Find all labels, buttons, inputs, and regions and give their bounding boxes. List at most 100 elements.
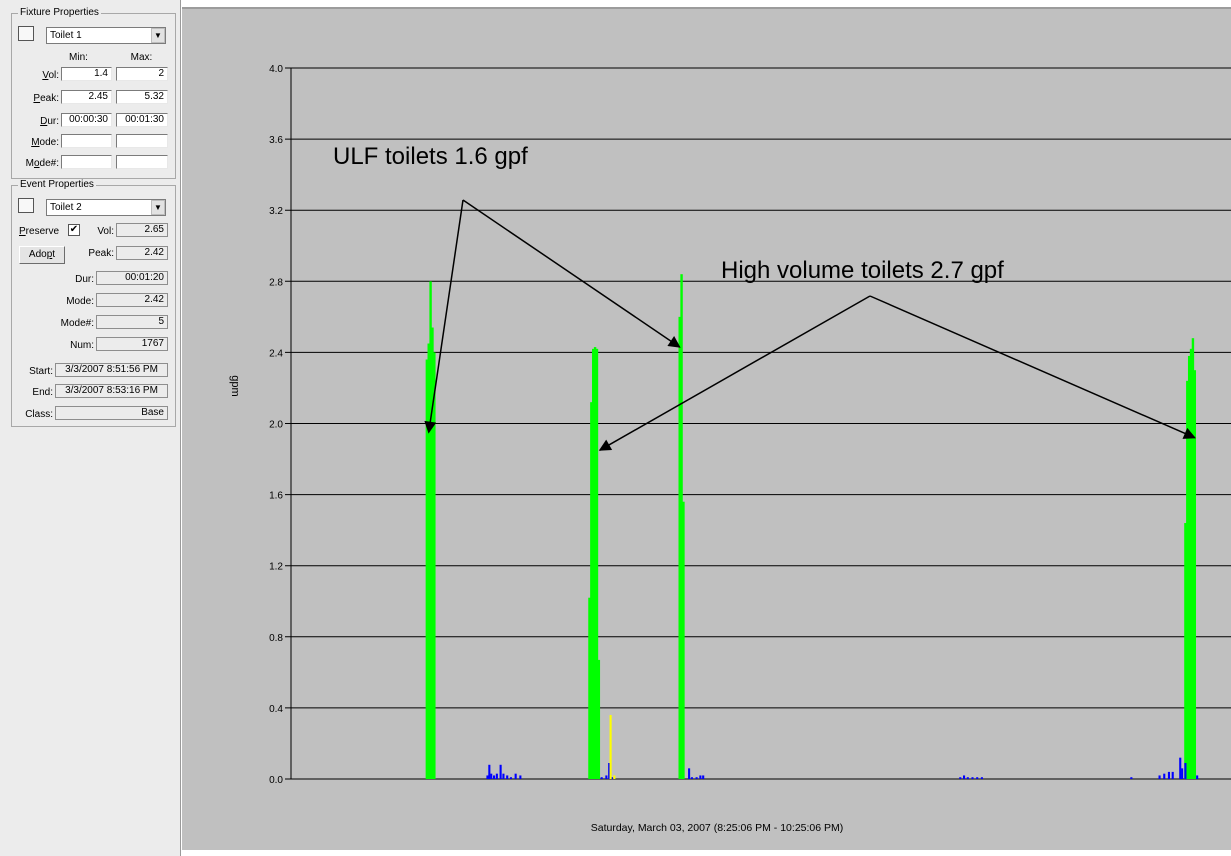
toilet-flow-bar <box>1186 380 1189 779</box>
mode-num-max-field[interactable] <box>116 155 168 169</box>
other-flow-bar <box>980 777 983 779</box>
toilet-icon[interactable] <box>18 26 34 41</box>
y-tick-label: 0.4 <box>269 704 283 715</box>
event-dur-field: 00:01:20 <box>96 271 168 285</box>
mode-min-field[interactable] <box>61 134 112 148</box>
dur-max-field[interactable]: 00:01:30 <box>116 113 168 127</box>
other-flow-bar <box>695 777 698 779</box>
event-mode-label: Mode: <box>66 296 94 307</box>
y-tick-label: 1.6 <box>269 491 283 502</box>
y-tick-label: 2.8 <box>269 277 283 288</box>
event-mode-num-field: 5 <box>96 315 168 329</box>
other-flow-bar <box>608 763 611 779</box>
event-num-field: 1767 <box>96 337 168 351</box>
highlight-flow-bar <box>609 715 612 779</box>
vol-max-field[interactable]: 2 <box>116 67 168 81</box>
other-flow-bar <box>499 764 502 779</box>
dur-min-field[interactable]: 00:00:30 <box>61 113 112 127</box>
event-dur-label: Dur: <box>75 274 94 285</box>
other-flow-bar <box>502 773 505 779</box>
event-start-field: 3/3/2007 8:51:56 PM <box>55 363 168 377</box>
toilet-flow-bar <box>425 359 429 779</box>
other-flow-bar <box>1171 771 1174 779</box>
other-flow-bar <box>605 775 608 779</box>
event-fixture-select[interactable]: Toilet 2 ▼ <box>46 199 166 216</box>
min-header: Min: <box>69 52 88 63</box>
y-tick-label: 2.4 <box>269 348 283 359</box>
properties-panel: Fixture Properties Toilet 1 ▼ Min: Max: … <box>0 0 181 856</box>
flow-bars <box>425 274 1199 779</box>
event-vol-field: 2.65 <box>116 223 168 237</box>
other-flow-bar <box>506 775 509 779</box>
chart-area[interactable] <box>182 7 1231 850</box>
other-flow-bar <box>1163 773 1166 779</box>
other-flow-bar <box>514 773 517 779</box>
event-end-field: 3/3/2007 8:53:16 PM <box>55 384 168 398</box>
annotations: ULF toilets 1.6 gpf High volume toilets 2… <box>333 143 1196 451</box>
toilet-flow-bar <box>588 597 591 779</box>
toilet-flow-bar <box>1193 370 1197 779</box>
fixture-select-value: Toilet 1 <box>50 30 82 41</box>
other-flow-bar <box>486 775 489 779</box>
other-flow-bar <box>959 777 962 779</box>
toilet-flow-bar <box>593 347 597 779</box>
peak-max-field[interactable]: 5.32 <box>116 90 168 104</box>
mode-label: Mode: <box>31 137 59 148</box>
peak-label: Peak: <box>33 93 59 104</box>
mode-num-min-field[interactable] <box>61 155 112 169</box>
event-num-label: Num: <box>70 340 94 351</box>
mode-max-field[interactable] <box>116 134 168 148</box>
event-mode-num-label: Mode#: <box>60 318 94 329</box>
other-flow-bar <box>976 777 979 779</box>
event-fixture-select-value: Toilet 2 <box>50 202 82 213</box>
other-flow-bar <box>1179 757 1182 779</box>
other-flow-bar <box>519 775 522 779</box>
toilet-flow-bar <box>592 348 595 779</box>
other-flow-bar <box>488 764 491 779</box>
other-flow-bar <box>495 773 498 779</box>
event-properties-group: Event Properties <box>11 180 176 427</box>
toilet-flow-bar <box>431 327 434 779</box>
other-flow-bar <box>1181 768 1184 779</box>
annotation-arrow <box>598 295 871 451</box>
gridlines <box>285 67 1231 780</box>
fixture-properties-group: Fixture Properties <box>11 8 176 179</box>
toilet-flow-bar <box>678 316 681 779</box>
fixture-select[interactable]: Toilet 1 ▼ <box>46 27 166 44</box>
other-flow-bar <box>490 773 493 779</box>
other-flow-bar <box>699 775 702 779</box>
adopt-button[interactable]: Adopt <box>19 246 65 264</box>
peak-min-field[interactable]: 2.45 <box>61 90 112 104</box>
y-axis-label: gpm <box>229 375 241 396</box>
y-tick-label: 0.0 <box>269 775 283 786</box>
dur-label: Dur: <box>40 116 59 127</box>
event-class-label: Class: <box>25 409 53 420</box>
annotation-text: ULF toilets 1.6 gpf <box>333 143 528 170</box>
chevron-down-icon[interactable]: ▼ <box>151 200 165 215</box>
toilet-flow-bar <box>433 352 436 779</box>
toilet-flow-bar <box>429 281 432 779</box>
vol-min-field[interactable]: 1.4 <box>61 67 112 81</box>
toilet-flow-bar <box>682 501 685 779</box>
toilet-flow-bar <box>590 402 593 779</box>
toilet-flow-bar <box>1191 338 1195 779</box>
toilet-flow-bar <box>1184 523 1187 779</box>
y-tick-label: 4.0 <box>269 64 283 75</box>
other-flow-bar <box>1184 763 1187 779</box>
x-axis-label: Saturday, March 03, 2007 (8:25:06 PM - 1… <box>591 822 844 834</box>
other-flow-bar <box>1130 777 1133 779</box>
other-flow-bar <box>509 777 513 779</box>
y-tick-label: 0.8 <box>269 633 283 644</box>
event-peak-label: Peak: <box>88 248 114 259</box>
annotation-text: High volume toilets 2.7 gpf <box>721 257 1004 284</box>
other-flow-bar <box>688 768 691 779</box>
toilet-flow-bar <box>427 343 430 779</box>
event-class-field: Base <box>55 406 168 420</box>
toilet-icon[interactable] <box>18 198 34 213</box>
preserve-checkbox[interactable]: ✔ <box>68 224 80 236</box>
chevron-down-icon[interactable]: ▼ <box>151 28 165 43</box>
event-end-label: End: <box>32 387 53 398</box>
toilet-flow-bar <box>1189 348 1193 779</box>
chart-top-border <box>182 7 1231 9</box>
